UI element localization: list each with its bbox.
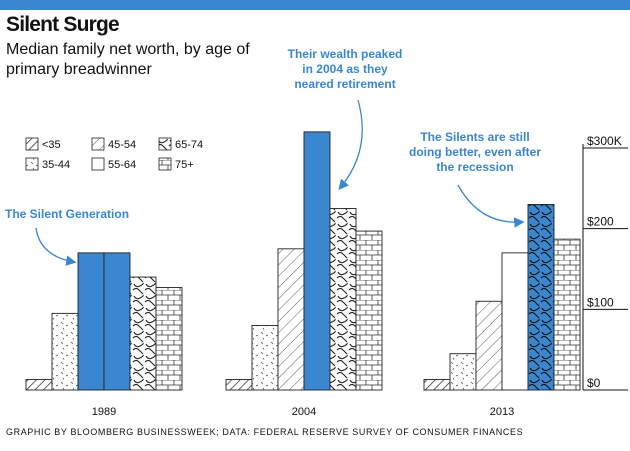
chart-title: Silent Surge [6,13,120,36]
source-footer: GRAPHIC BY BLOOMBERG BUSINESSWEEK; DATA:… [6,427,524,437]
legend-swatch-65-74 [158,137,172,151]
annotation-silent-generation: The Silent Generation [5,207,129,221]
bar-2004-55-64 [303,131,331,391]
bar-2013-55-64 [501,252,529,391]
annotation-2013-line-1: The Silents are still [420,130,529,144]
y-tick-label-0: $0 [587,376,601,390]
bar-1989-65-74 [129,276,157,391]
y-tick-label-100: $100 [587,295,614,309]
bar-2013-45-54 [475,300,503,391]
bar-2004-45-54 [277,248,305,391]
annotation-2004-peak-line-3: neared retirement [294,77,395,91]
legend-label-65-74: 65-74 [175,139,203,151]
bar-1989-45-54 [77,252,105,391]
legend-label-35-44: 35-44 [42,159,70,171]
legend-label-55-64: 55-64 [108,159,136,171]
bar-1989-under-35 [25,379,53,391]
bar-2004-65-74 [329,208,357,391]
top-accent-bar [0,0,630,10]
annotation-silent-generation-line-1: The Silent Generation [5,207,129,221]
x-tick-label-2013: 2013 [490,406,514,418]
legend-swatch-55-64 [91,157,105,171]
bars [25,131,581,391]
y-tick-label-300: $300K [587,134,622,148]
bar-1989-35-44 [51,312,79,391]
bar-2004-75-plus [355,230,383,391]
bar-2013-under-35 [423,379,451,391]
annotation-arrow-3 [457,184,525,228]
x-axis-labels: 1989 2004 2013 [92,406,514,418]
legend-label-75-plus: 75+ [175,159,194,171]
legend-swatch-under-35 [25,137,39,151]
annotation-2013-line-3: the recession [436,160,513,174]
annotation-2004-peak-line-1: Their wealth peaked [288,47,403,61]
bar-2004-under-35 [225,379,253,391]
annotation-arrow-2 [338,99,363,190]
y-tick-label-200: $200 [587,215,614,229]
legend: <35 45-54 65-74 35-44 55-64 75+ [25,137,203,171]
bar-2013-75-plus [553,238,581,391]
legend-swatch-75-plus [158,157,172,171]
y-axis: $0 $100 $200 $300K [582,134,628,391]
legend-swatch-35-44 [25,157,39,171]
legend-swatch-45-54 [91,137,105,151]
bar-2013-35-44 [449,353,477,391]
annotations: The Silent Generation Their wealth peaked… [5,47,541,266]
x-tick-label-1989: 1989 [92,406,116,418]
chart-subtitle: Median family net worth, by age of prima… [6,41,250,78]
annotation-2004-peak: Their wealth peaked in 2004 as they neared… [288,47,403,91]
x-tick-label-2004: 2004 [292,406,316,418]
bar-1989-55-64 [103,252,131,391]
legend-label-under-35: <35 [42,139,61,151]
annotation-arrow-1 [35,227,77,266]
bar-2013-65-74 [527,204,555,391]
bar-2004-35-44 [251,325,279,391]
annotation-2004-peak-line-2: in 2004 as they [302,62,388,76]
annotation-2013: The Silents are still doing better, even … [409,130,541,174]
legend-label-45-54: 45-54 [108,139,136,151]
bar-1989-75-plus [155,287,183,391]
annotation-2013-line-2: doing better, even after [409,145,541,159]
